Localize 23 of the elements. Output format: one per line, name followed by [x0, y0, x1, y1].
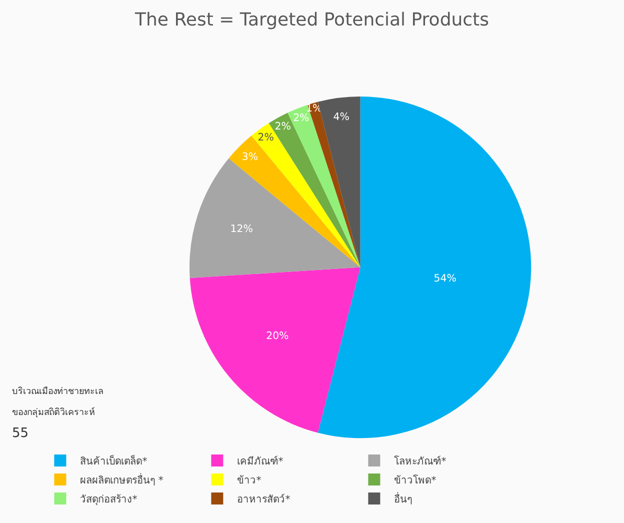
legend-label: เคมีภัณฑ์*: [237, 455, 284, 468]
legend-label: สินค้าเบ็ดเตล็ด*: [80, 453, 148, 468]
text: 55: [12, 426, 29, 441]
pie-slice: [190, 267, 360, 433]
legend-label: โลหะภัณฑ์*: [394, 454, 446, 468]
text: บริเวณเมืองท่าชายทะเล: [12, 386, 104, 397]
data-label: 3%: [242, 152, 258, 164]
legend-label: อื่นๆ: [394, 491, 412, 506]
data-label: 2%: [258, 132, 274, 144]
data-label: 2%: [293, 113, 310, 124]
data-label: 54%: [434, 273, 457, 284]
legend-label: วัสดุก่อสร้าง*: [80, 493, 138, 506]
data-label: 20%: [266, 331, 290, 342]
legend-label: ข้าวโพด*: [394, 473, 436, 486]
data-label: 12%: [230, 224, 254, 235]
legend-label: อาหารสัตว์*: [237, 493, 290, 506]
chart-title: The Rest = Targeted Potencial Products: [134, 10, 489, 31]
legend-label: ผลผลิตเกษตรอื่นๆ *: [80, 472, 164, 486]
data-label: 2%: [274, 122, 292, 133]
pie-slice: [308, 102, 360, 268]
data-label: 4%: [333, 112, 350, 123]
text: ของกลุ่มสถิติวิเคราะห์: [12, 406, 95, 418]
legend-label: ข้าว*: [237, 474, 262, 486]
